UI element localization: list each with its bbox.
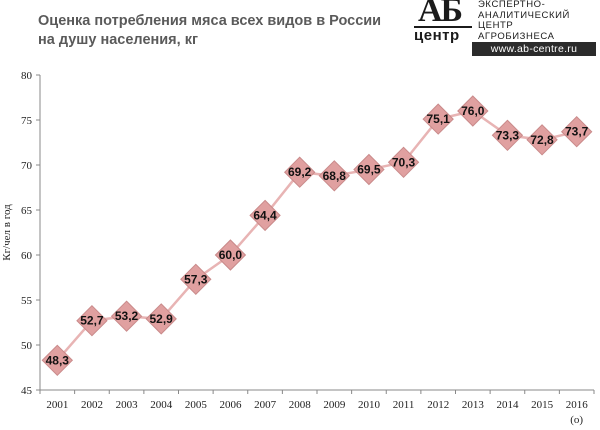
logo-mark-top: АБ bbox=[418, 0, 463, 29]
x-tick-label: 2007 bbox=[254, 399, 277, 411]
logo-text-line: ЭКСПЕРТНО- bbox=[478, 0, 546, 10]
data-label: 76,0 bbox=[461, 104, 485, 118]
data-point-marker bbox=[560, 115, 593, 148]
y-tick-label: 45 bbox=[21, 385, 33, 397]
data-point-marker bbox=[145, 303, 177, 335]
x-tick-label: 2002 bbox=[81, 399, 103, 411]
chart-title-line-2: на душу населения, кг bbox=[38, 32, 198, 48]
x-tick-label: 2012 bbox=[427, 399, 449, 411]
y-tick-label: 60 bbox=[21, 250, 33, 262]
data-point-marker bbox=[491, 119, 524, 152]
data-label: 60,0 bbox=[219, 248, 243, 262]
data-label: 53,2 bbox=[115, 309, 139, 323]
y-tick-label: 75 bbox=[21, 115, 33, 127]
x-tick-label: 2010 bbox=[358, 399, 381, 411]
data-point-marker bbox=[180, 263, 212, 296]
logo-url: www.ab-centre.ru bbox=[472, 42, 596, 56]
y-tick-label: 80 bbox=[21, 70, 33, 82]
data-point-marker bbox=[283, 156, 316, 188]
data-point-marker bbox=[249, 199, 281, 232]
data-point-marker bbox=[526, 124, 558, 156]
x-tick-label: 2001 bbox=[46, 399, 68, 411]
x-tick-label: 2005 bbox=[185, 399, 208, 411]
data-point-marker bbox=[76, 304, 108, 337]
chart-title: Оценка потребления мяса всех видов в Рос… bbox=[38, 12, 381, 50]
chart-title-line-1: Оценка потребления мяса всех видов в Рос… bbox=[38, 13, 382, 29]
x-tick-label: 2016 bbox=[566, 399, 589, 411]
x-tick-label: 2013 bbox=[462, 399, 485, 411]
data-point-marker bbox=[110, 300, 143, 332]
data-label: 64,4 bbox=[253, 208, 277, 222]
data-label: 69,5 bbox=[357, 163, 381, 177]
y-tick-label: 70 bbox=[21, 160, 33, 172]
data-label: 70,3 bbox=[392, 155, 416, 169]
data-point-marker bbox=[457, 95, 489, 127]
data-label: 48,3 bbox=[46, 353, 70, 367]
ab-centre-logo: АБ центр ЭКСПЕРТНО- АНАЛИТИЧЕСКИЙ ЦЕНТР … bbox=[404, 0, 600, 56]
logo-mark-bar bbox=[414, 26, 472, 28]
logo-text-line: АГРОБИЗНЕСА bbox=[478, 30, 555, 42]
data-label: 73,7 bbox=[565, 125, 589, 139]
data-point-marker bbox=[214, 239, 247, 271]
x-tick-label: 2015 bbox=[531, 399, 554, 411]
logo-mark-bottom: центр bbox=[414, 27, 460, 44]
data-label: 57,3 bbox=[184, 272, 208, 286]
data-label: 52,7 bbox=[80, 314, 104, 328]
data-label: 72,8 bbox=[530, 133, 554, 147]
x-tick-label: 2014 bbox=[496, 399, 519, 411]
data-point-marker bbox=[353, 153, 385, 186]
logo-text-line: АНАЛИТИЧЕСКИЙ bbox=[478, 9, 570, 21]
data-point-marker bbox=[41, 344, 74, 377]
ab-centre-logo-mark: АБ центр bbox=[408, 0, 472, 46]
logo-text-line: ЦЕНТР bbox=[478, 20, 514, 31]
data-point-marker bbox=[318, 160, 351, 192]
data-point-marker bbox=[387, 146, 420, 179]
y-tick-label: 65 bbox=[21, 205, 33, 217]
data-label: 73,3 bbox=[496, 128, 520, 142]
x-tick-label: 2009 bbox=[323, 399, 346, 411]
series-line bbox=[56, 109, 577, 362]
data-point-marker bbox=[422, 103, 454, 135]
x-tick-label: 2004 bbox=[150, 399, 173, 411]
data-label: 75,1 bbox=[427, 112, 451, 126]
x-tick-note: (о) bbox=[570, 414, 583, 426]
data-label: 68,8 bbox=[323, 169, 347, 183]
y-tick-label: 55 bbox=[21, 295, 33, 307]
x-tick-label: 2011 bbox=[393, 399, 415, 411]
logo-text: ЭКСПЕРТНО- АНАЛИТИЧЕСКИЙ ЦЕНТР АГРОБИЗНЕ… bbox=[478, 0, 570, 42]
y-tick-label: 50 bbox=[21, 340, 33, 352]
x-tick-label: 2003 bbox=[116, 399, 139, 411]
y-axis-label: Кг/чел в год bbox=[1, 204, 13, 261]
data-label: 69,2 bbox=[288, 165, 312, 179]
x-tick-label: 2008 bbox=[289, 399, 312, 411]
data-label: 52,9 bbox=[150, 312, 174, 326]
x-tick-label: 2006 bbox=[219, 399, 242, 411]
